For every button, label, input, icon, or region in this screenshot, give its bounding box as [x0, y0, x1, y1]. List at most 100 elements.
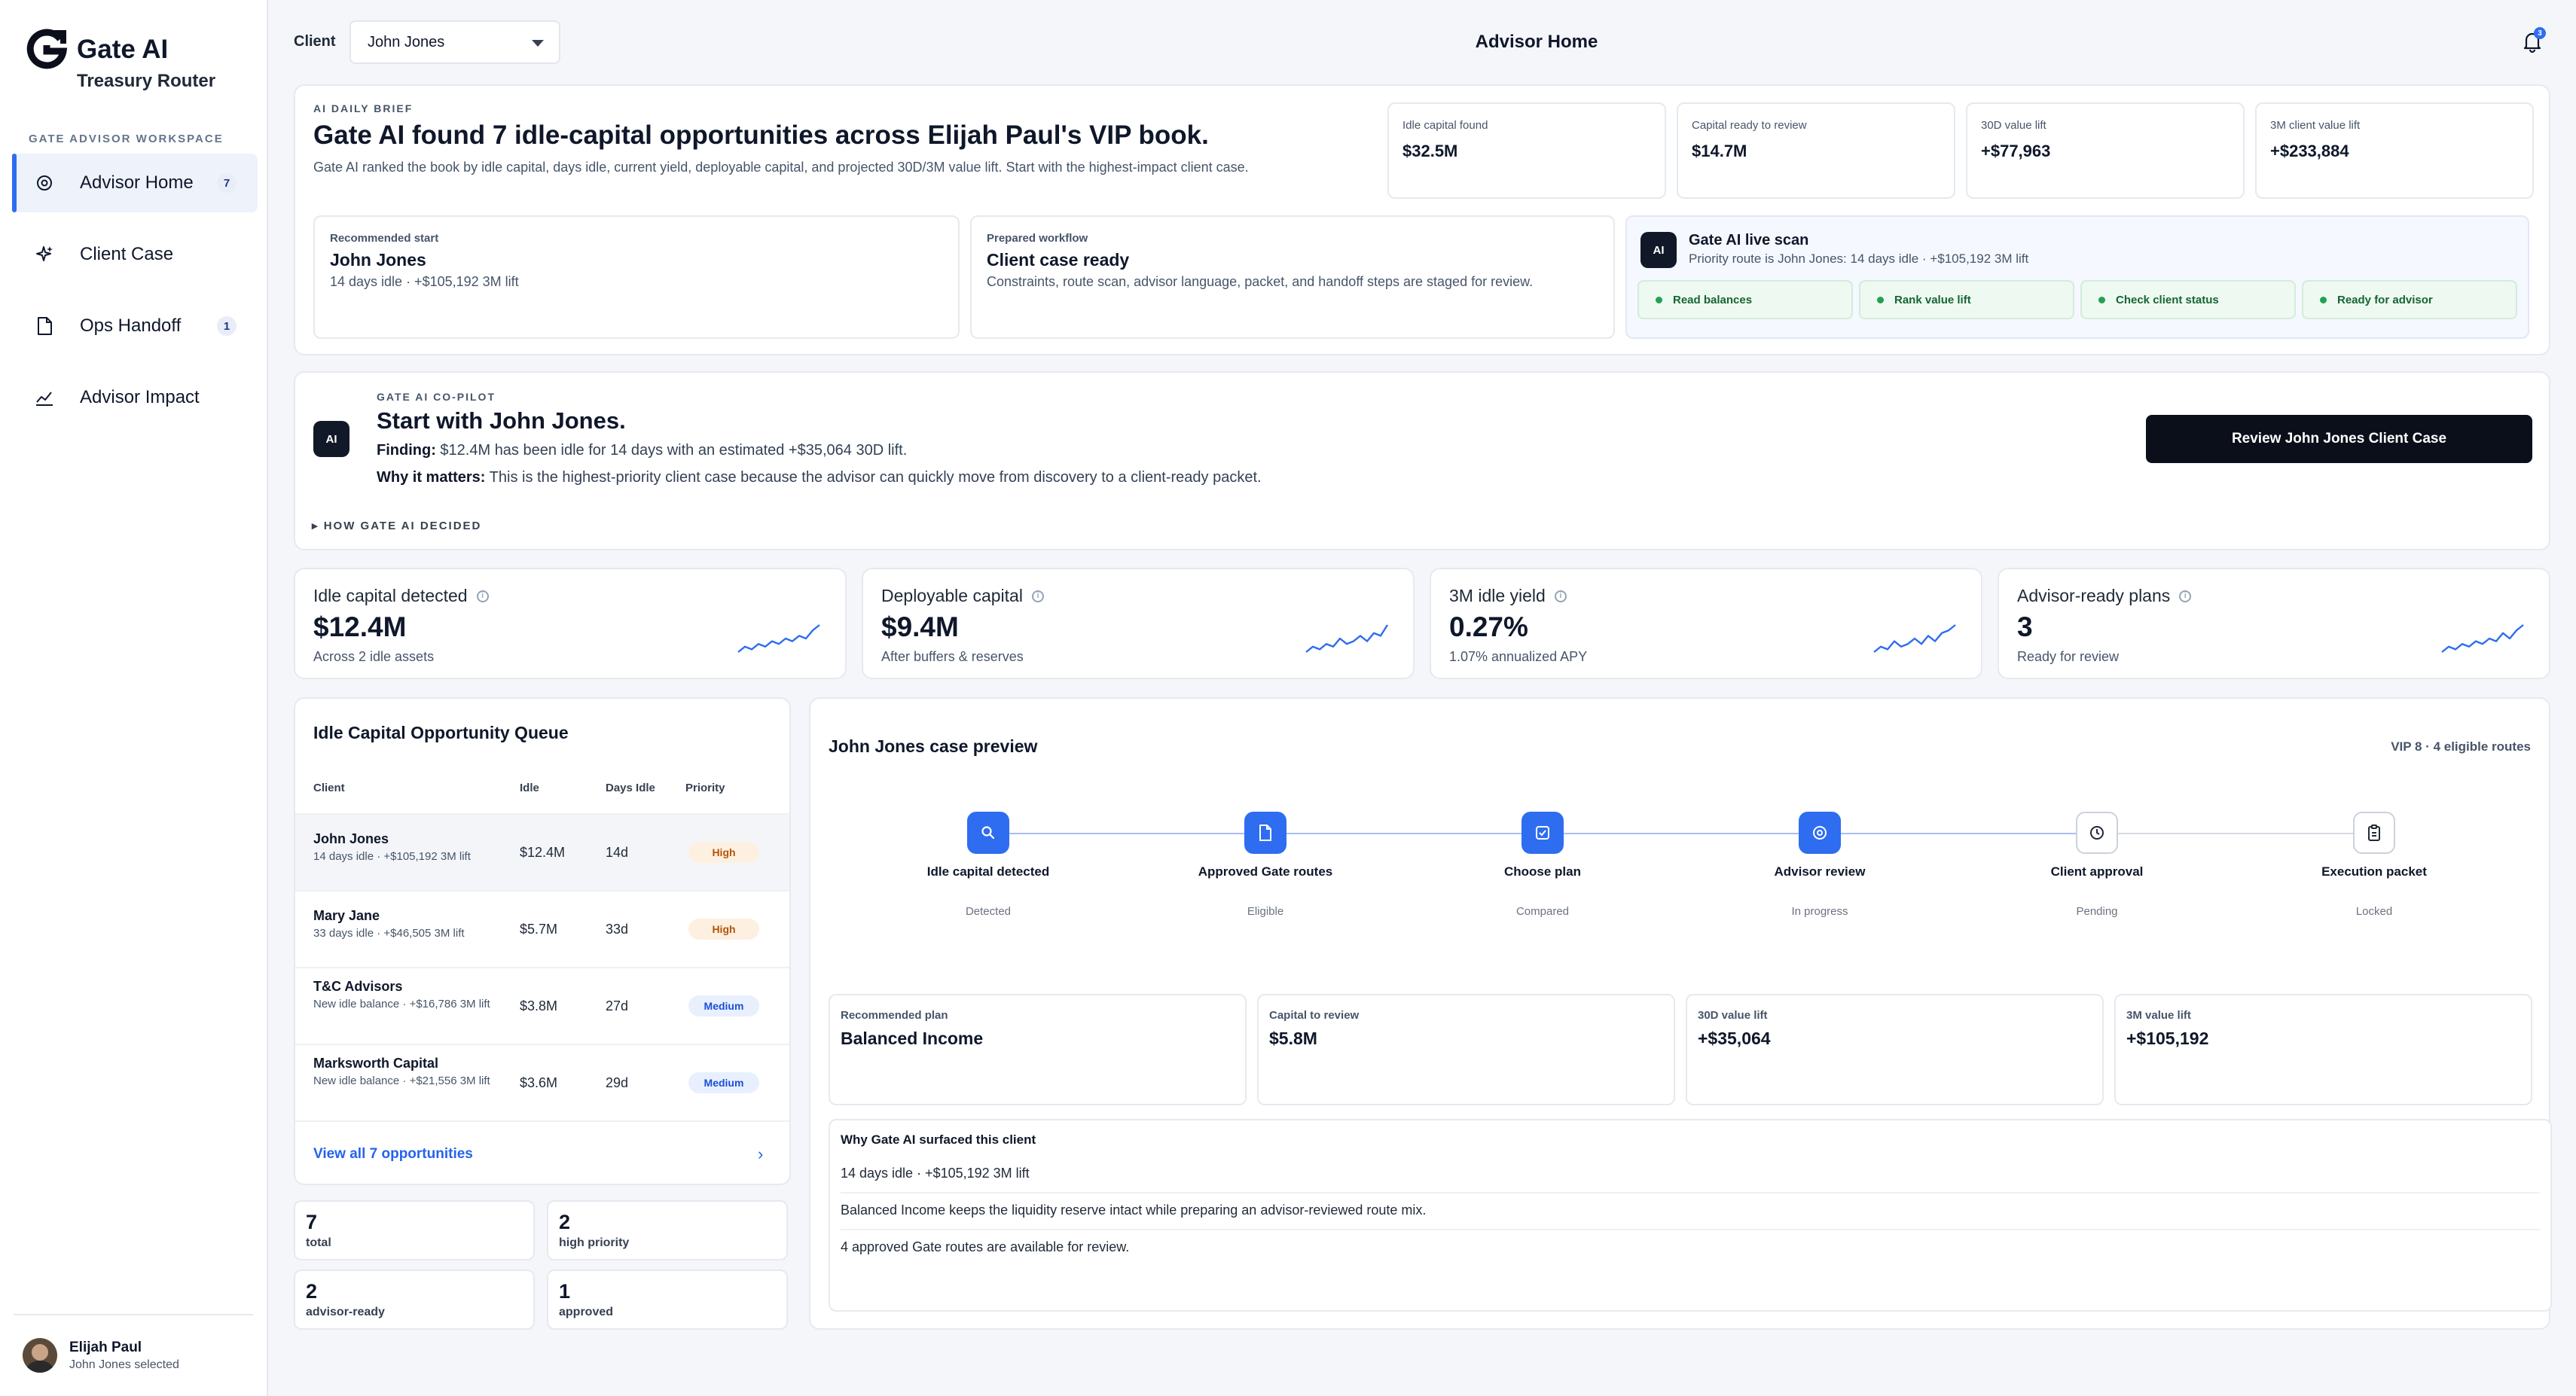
recommended-start[interactable]: Recommended start John Jones 14 days idl… [313, 215, 960, 339]
plan-label: 3M value lift [2126, 1009, 2191, 1022]
sidebar-item-advisor-impact[interactable]: Advisor Impact [12, 368, 258, 427]
row-days-idle: 29d [606, 1075, 629, 1090]
step-name: Approved Gate routes [1198, 864, 1333, 879]
user-selection: John Jones selected [69, 1358, 179, 1371]
info-icon[interactable]: i [476, 590, 489, 602]
status-dot-icon [2320, 296, 2327, 303]
metric-3m-lift: 3M client value lift +$233,884 [2255, 102, 2534, 199]
table-row[interactable]: T&C Advisors New idle balance · +$16,786… [295, 967, 789, 1044]
copilot-title: Start with John Jones. [377, 407, 626, 434]
sparkline-line [737, 624, 820, 653]
info-value: John Jones [330, 250, 426, 270]
sidebar-item-client-case[interactable]: Client Case [12, 225, 258, 284]
stat-approved: 1 approved [547, 1270, 788, 1330]
stat-high-priority: 2 high priority [547, 1200, 788, 1260]
stat-label: advisor-ready [306, 1306, 385, 1318]
kpi-label-row: 3M idle yield i [1449, 586, 1567, 606]
metric-value: +$77,963 [1981, 142, 2051, 160]
kpi-value: 3 [2017, 611, 2033, 642]
sparkline-line [1305, 624, 1389, 653]
sidebar-item-label: Client Case [80, 244, 174, 264]
step-name: Choose plan [1503, 864, 1581, 879]
kpi-sub: Ready for review [2017, 649, 2120, 664]
kpi-deployable-capital: Deployable capital i $9.4M After buffers … [862, 568, 1415, 679]
step-name: Idle capital detected [926, 864, 1050, 879]
kpi-value: $12.4M [313, 611, 407, 642]
kpi-sub: 1.07% annualized APY [1449, 649, 1588, 664]
step-name: Execution packet [2321, 864, 2427, 879]
step-name: Advisor review [1774, 864, 1866, 879]
avatar [23, 1338, 57, 1373]
sidebar-item-advisor-home[interactable]: Advisor Home 7 [12, 154, 258, 212]
sparkline [2441, 624, 2524, 653]
table-row[interactable]: John Jones 14 days idle · +$105,192 3M l… [295, 813, 789, 890]
brand[interactable]: Gate AI Treasury Router [26, 29, 215, 91]
user-profile[interactable]: Elijah Paul John Jones selected [23, 1338, 179, 1373]
column-header-client[interactable]: Client [313, 782, 345, 794]
step-status: Compared [1515, 905, 1570, 918]
kpi-label-row: Deployable capital i [881, 586, 1044, 606]
stat-value: 2 [306, 1280, 318, 1303]
metric-value: +$233,884 [2270, 142, 2349, 160]
recommended-plan: Recommended plan Balanced Income [829, 994, 1247, 1105]
case-preview-meta: VIP 8 · 4 eligible routes [2391, 739, 2531, 754]
how-gate-ai-decided-toggle[interactable]: ▸ HOW GATE AI DECIDED [312, 520, 482, 532]
copilot-why: Why it matters: This is the highest-prio… [377, 469, 1262, 486]
clock-icon [2076, 812, 2118, 854]
case-preview-title: John Jones case preview [829, 736, 1038, 756]
progress-track-pending [2097, 833, 2374, 834]
sidebar-item-ops-handoff[interactable]: Ops Handoff 1 [12, 297, 258, 355]
client-select[interactable]: John Jones [349, 20, 560, 64]
search-icon [967, 812, 1009, 854]
column-header-idle[interactable]: Idle [520, 782, 539, 794]
stat-advisor-ready: 2 advisor-ready [294, 1270, 535, 1330]
kpi-sub: Across 2 idle assets [313, 649, 435, 664]
table-row[interactable]: Mary Jane 33 days idle · +$46,505 3M lif… [295, 890, 789, 967]
scan-step-label: Read balances [1673, 293, 1753, 306]
workspace-label: GATE ADVISOR WORKSPACE [29, 133, 224, 145]
info-sub: Constraints, route scan, advisor languag… [987, 274, 1534, 289]
review-client-case-button[interactable]: Review John Jones Client Case [2146, 415, 2532, 463]
document-icon [33, 315, 56, 337]
sidebar-nav: Advisor Home 7 Client Case Ops Handoff 1… [12, 154, 258, 440]
column-header-days-idle[interactable]: Days Idle [606, 782, 655, 794]
case-preview-card: John Jones case preview VIP 8 · 4 eligib… [809, 697, 2552, 1330]
info-icon[interactable]: i [1554, 590, 1567, 602]
why-line: 4 approved Gate routes are available for… [841, 1239, 1130, 1254]
metric-30d-lift: 30D value lift +$77,963 [1966, 102, 2245, 199]
chevron-right-icon[interactable]: › [758, 1145, 764, 1163]
info-icon[interactable]: i [1031, 590, 1044, 602]
stat-label: high priority [559, 1236, 630, 1249]
nav-count-badge: 7 [217, 173, 237, 193]
chart-icon [33, 386, 56, 409]
sidebar-divider [14, 1314, 253, 1315]
scan-step-label: Rank value lift [1894, 293, 1971, 306]
table-row[interactable]: Marksworth Capital New idle balance · +$… [295, 1044, 789, 1120]
checkbox-icon [1521, 812, 1564, 854]
why-surfaced-panel: Why Gate AI surfaced this client 14 days… [829, 1119, 2552, 1312]
sparkline-line [2441, 624, 2524, 653]
sidebar-item-label: Advisor Impact [80, 387, 200, 407]
plan-value: +$105,192 [2126, 1029, 2209, 1048]
why-text: This is the highest-priority client case… [489, 469, 1262, 486]
app-subtitle: Treasury Router [77, 71, 216, 91]
info-icon[interactable]: i [2179, 590, 2192, 602]
prepared-workflow[interactable]: Prepared workflow Client case ready Cons… [970, 215, 1615, 339]
clipboard-icon [2353, 812, 2395, 854]
view-all-opportunities-link[interactable]: View all 7 opportunities [313, 1146, 473, 1162]
queue-title: Idle Capital Opportunity Queue [313, 723, 569, 742]
scan-step: Check client status [2080, 280, 2296, 319]
sparkline [737, 624, 820, 653]
why-surfaced-title: Why Gate AI surfaced this client [841, 1132, 1036, 1147]
row-days-idle: 14d [606, 845, 629, 860]
column-header-priority[interactable]: Priority [685, 782, 725, 794]
priority-badge: Medium [688, 995, 759, 1017]
info-label: Prepared workflow [987, 232, 1088, 245]
kpi-value: 0.27% [1449, 611, 1528, 642]
brief-headline: Gate AI found 7 idle-capital opportuniti… [313, 120, 1209, 150]
plan-label: 30D value lift [1698, 1009, 1768, 1022]
stat-label: total [306, 1236, 331, 1249]
ai-chip: AI [1641, 232, 1677, 268]
plan-label: Capital to review [1269, 1009, 1360, 1022]
app-title: Gate AI [77, 35, 169, 64]
